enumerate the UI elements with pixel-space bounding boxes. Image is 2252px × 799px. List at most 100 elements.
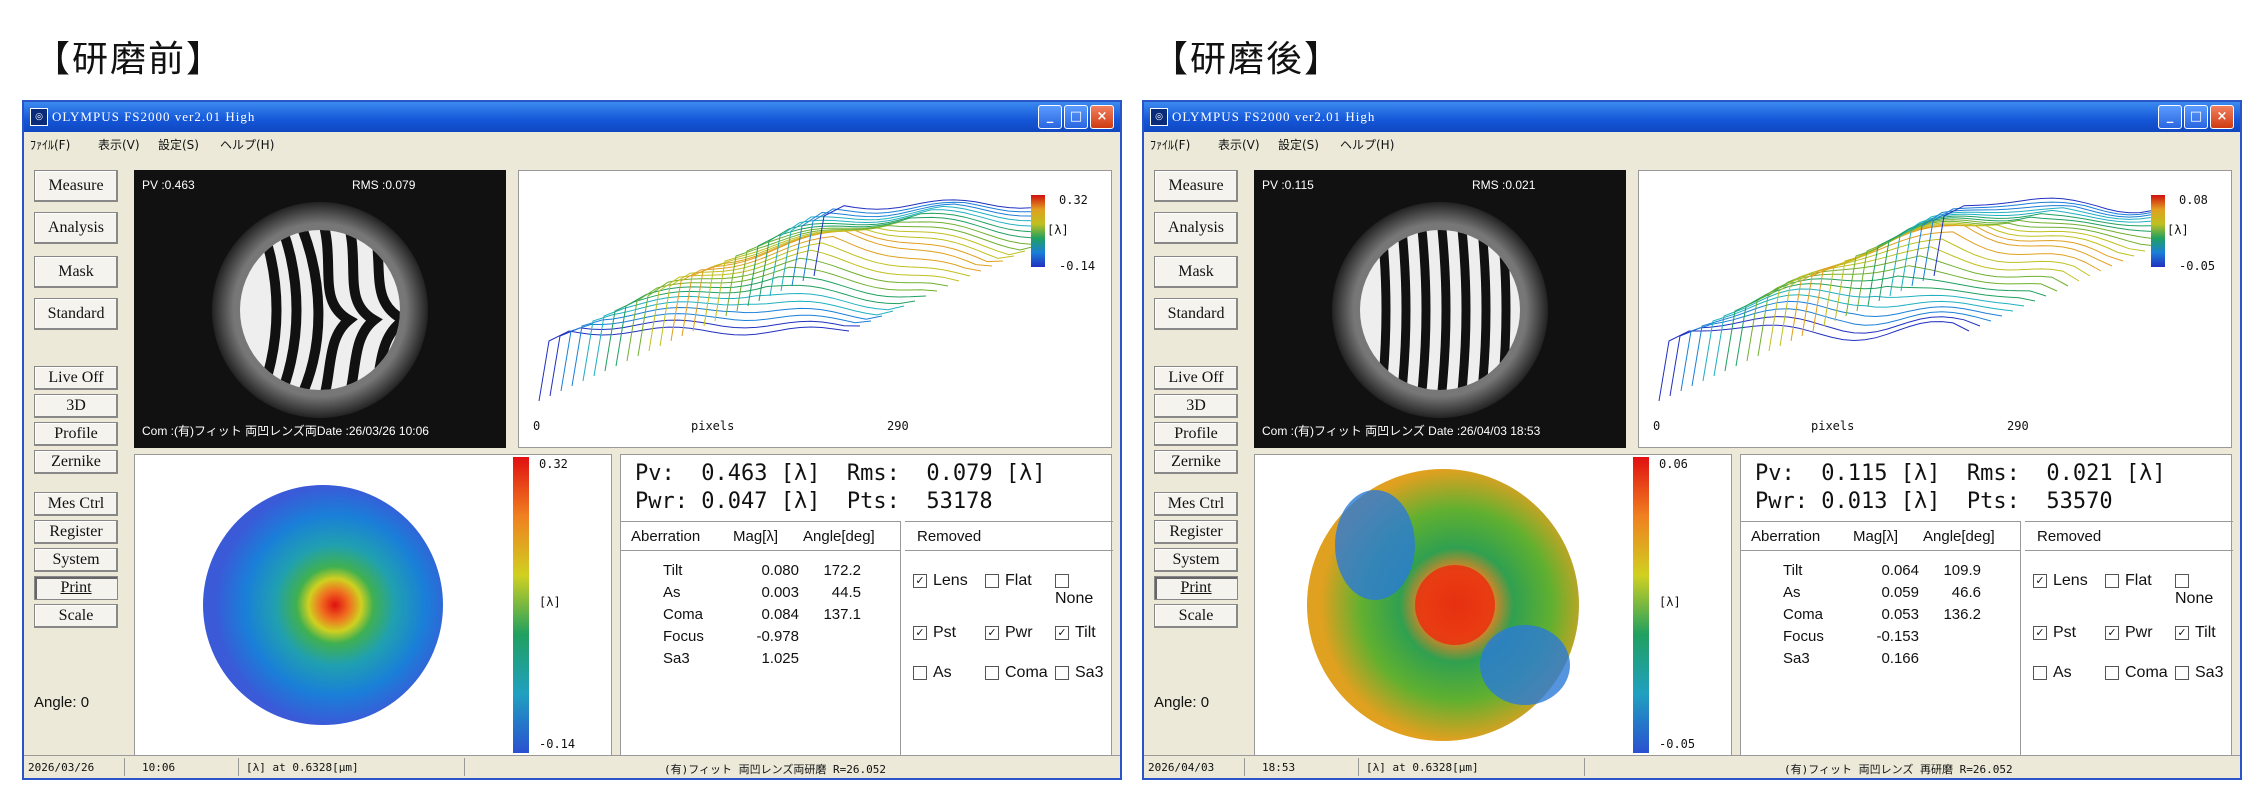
xaxis-title: pixels bbox=[691, 419, 735, 433]
interferogram-panel: PV :0.463 RMS :0.079 Com :(有)フィット 両凹レンズ両Da… bbox=[134, 170, 506, 448]
map-color-scale bbox=[513, 457, 529, 753]
analysis-button[interactable]: Analysis bbox=[1154, 212, 1238, 244]
menu-help[interactable]: ヘルプ(H) bbox=[1340, 138, 1395, 152]
checkbox-box[interactable]: ✓ bbox=[2105, 625, 2119, 640]
register-button[interactable]: Register bbox=[34, 520, 118, 544]
register-button[interactable]: Register bbox=[1154, 520, 1238, 544]
removed-tilt-checkbox[interactable]: ✓ Tilt bbox=[1055, 624, 1096, 642]
menu-settings[interactable]: 設定(S) bbox=[1278, 138, 1319, 152]
heading-after: 【研磨後】 bbox=[1152, 39, 1343, 80]
removed-lens-checkbox[interactable]: ✓ Lens bbox=[913, 572, 968, 590]
map-scale-min: -0.05 bbox=[1659, 737, 1696, 751]
maximize-icon[interactable]: □ bbox=[2184, 105, 2208, 129]
checkbox-box[interactable]: ✓ bbox=[985, 625, 999, 640]
checkbox-box[interactable] bbox=[1055, 573, 1069, 588]
profile-button[interactable]: Profile bbox=[34, 422, 118, 446]
checkbox-box[interactable] bbox=[1055, 665, 1069, 680]
profile-button[interactable]: Profile bbox=[1154, 422, 1238, 446]
checkbox-box[interactable]: ✓ bbox=[1055, 625, 1069, 640]
analysis-button[interactable]: Analysis bbox=[34, 212, 118, 244]
mask-button[interactable]: Mask bbox=[34, 256, 118, 288]
checkbox-box[interactable] bbox=[2175, 573, 2189, 588]
menu-file[interactable]: ﾌｧｲﾙ(F) bbox=[30, 138, 71, 152]
removed-title: Removed bbox=[2037, 528, 2102, 545]
menu-file[interactable]: ﾌｧｲﾙ(F) bbox=[1150, 138, 1191, 152]
plot3d-color-scale bbox=[1031, 195, 1045, 267]
system-button[interactable]: System bbox=[1154, 548, 1238, 572]
live-off-button[interactable]: Live Off bbox=[34, 366, 118, 390]
removed-tilt-checkbox[interactable]: ✓ Tilt bbox=[2175, 624, 2216, 642]
menu-help[interactable]: ヘルプ(H) bbox=[220, 138, 275, 152]
removed-coma-checkbox[interactable]: Coma bbox=[985, 664, 1048, 682]
aberration-angle: 109.9 bbox=[1943, 562, 1981, 579]
checkbox-box[interactable]: ✓ bbox=[913, 625, 927, 640]
plot3d-scale-unit: [λ] bbox=[2167, 223, 2189, 237]
menu-view[interactable]: 表示(V) bbox=[98, 138, 140, 152]
scale-button[interactable]: Scale bbox=[34, 604, 118, 628]
removed-sa3-checkbox[interactable]: Sa3 bbox=[2175, 664, 2223, 682]
menu-view[interactable]: 表示(V) bbox=[1218, 138, 1260, 152]
removed-as-checkbox[interactable]: As bbox=[2033, 664, 2072, 682]
removed-sa3-checkbox[interactable]: Sa3 bbox=[1055, 664, 1103, 682]
checkbox-box[interactable] bbox=[2105, 573, 2119, 588]
wavefront-map-image bbox=[1307, 469, 1579, 741]
plot3d-panel: 0 pixels 290 0.08 [λ] -0.05 bbox=[1638, 170, 2245, 448]
minimize-icon[interactable]: _ bbox=[1038, 105, 1062, 129]
close-icon[interactable]: × bbox=[1090, 105, 1114, 129]
removed-pwr-checkbox[interactable]: ✓ Pwr bbox=[2105, 624, 2153, 642]
removed-pst-checkbox[interactable]: ✓ Pst bbox=[2033, 624, 2076, 642]
standard-button[interactable]: Standard bbox=[1154, 298, 1238, 330]
scale-button[interactable]: Scale bbox=[1154, 604, 1238, 628]
com-date-overlay: Com :(有)フィット 両凹レンズ Date :26/04/03 18:53 bbox=[1262, 424, 1541, 438]
plot3d-color-scale bbox=[2151, 195, 2165, 267]
3d-button[interactable]: 3D bbox=[34, 394, 118, 418]
zernike-button[interactable]: Zernike bbox=[34, 450, 118, 474]
removed-coma-checkbox[interactable]: Coma bbox=[2105, 664, 2168, 682]
close-icon[interactable]: × bbox=[2210, 105, 2234, 129]
surface-3d-plot bbox=[1658, 195, 2245, 402]
checkbox-label: Sa3 bbox=[1075, 664, 1104, 681]
removed-pst-checkbox[interactable]: ✓ Pst bbox=[913, 624, 956, 642]
checkbox-box[interactable] bbox=[985, 573, 999, 588]
minimize-icon[interactable]: _ bbox=[2158, 105, 2182, 129]
live-off-button[interactable]: Live Off bbox=[1154, 366, 1238, 390]
rms-overlay: RMS :0.079 bbox=[352, 178, 416, 192]
checkbox-box[interactable]: ✓ bbox=[2175, 625, 2189, 640]
title-bar[interactable]: ◎ OLYMPUS FS2000 ver2.01 High _ □ × bbox=[24, 102, 1120, 132]
system-button[interactable]: System bbox=[34, 548, 118, 572]
removed-none-checkbox[interactable]: None bbox=[1055, 572, 1113, 608]
menu-settings[interactable]: 設定(S) bbox=[158, 138, 199, 152]
checkbox-box[interactable] bbox=[985, 665, 999, 680]
map-scale-min: -0.14 bbox=[539, 737, 576, 751]
checkbox-box[interactable] bbox=[2175, 665, 2189, 680]
mes-ctrl-button[interactable]: Mes Ctrl bbox=[1154, 492, 1238, 516]
checkbox-box[interactable]: ✓ bbox=[2033, 625, 2047, 640]
removed-lens-checkbox[interactable]: ✓ Lens bbox=[2033, 572, 2088, 590]
checkbox-box[interactable] bbox=[913, 665, 927, 680]
aberration-mag: 0.059 bbox=[1881, 584, 1919, 601]
removed-pwr-checkbox[interactable]: ✓ Pwr bbox=[985, 624, 1033, 642]
menu-bar: ﾌｧｲﾙ(F) 表示(V) 設定(S) ヘルプ(H) bbox=[1144, 132, 2240, 154]
print-button[interactable]: Print bbox=[1154, 576, 1238, 600]
print-button[interactable]: Print bbox=[34, 576, 118, 600]
checkbox-box[interactable]: ✓ bbox=[2033, 573, 2047, 588]
measure-button[interactable]: Measure bbox=[1154, 170, 1238, 202]
removed-flat-checkbox[interactable]: Flat bbox=[2105, 572, 2152, 590]
zernike-button[interactable]: Zernike bbox=[1154, 450, 1238, 474]
measure-button[interactable]: Measure bbox=[34, 170, 118, 202]
removed-flat-checkbox[interactable]: Flat bbox=[985, 572, 1032, 590]
mes-ctrl-button[interactable]: Mes Ctrl bbox=[34, 492, 118, 516]
checkbox-box[interactable] bbox=[2033, 665, 2047, 680]
title-bar[interactable]: ◎ OLYMPUS FS2000 ver2.01 High _ □ × bbox=[1144, 102, 2240, 132]
mask-button[interactable]: Mask bbox=[1154, 256, 1238, 288]
com-date-overlay: Com :(有)フィット 両凹レンズ両Date :26/03/26 10:06 bbox=[142, 424, 429, 438]
removed-none-checkbox[interactable]: None bbox=[2175, 572, 2233, 608]
maximize-icon[interactable]: □ bbox=[1064, 105, 1088, 129]
removed-group: Removed ✓ Lens Flat None ✓ Pst ✓ Pwr ✓ Tilt As Coma S… bbox=[905, 521, 1113, 755]
interferogram-panel: PV :0.115 RMS :0.021 Com :(有)フィット 両凹レンズ Da… bbox=[1254, 170, 1626, 448]
standard-button[interactable]: Standard bbox=[34, 298, 118, 330]
checkbox-box[interactable]: ✓ bbox=[913, 573, 927, 588]
removed-as-checkbox[interactable]: As bbox=[913, 664, 952, 682]
3d-button[interactable]: 3D bbox=[1154, 394, 1238, 418]
checkbox-box[interactable] bbox=[2105, 665, 2119, 680]
